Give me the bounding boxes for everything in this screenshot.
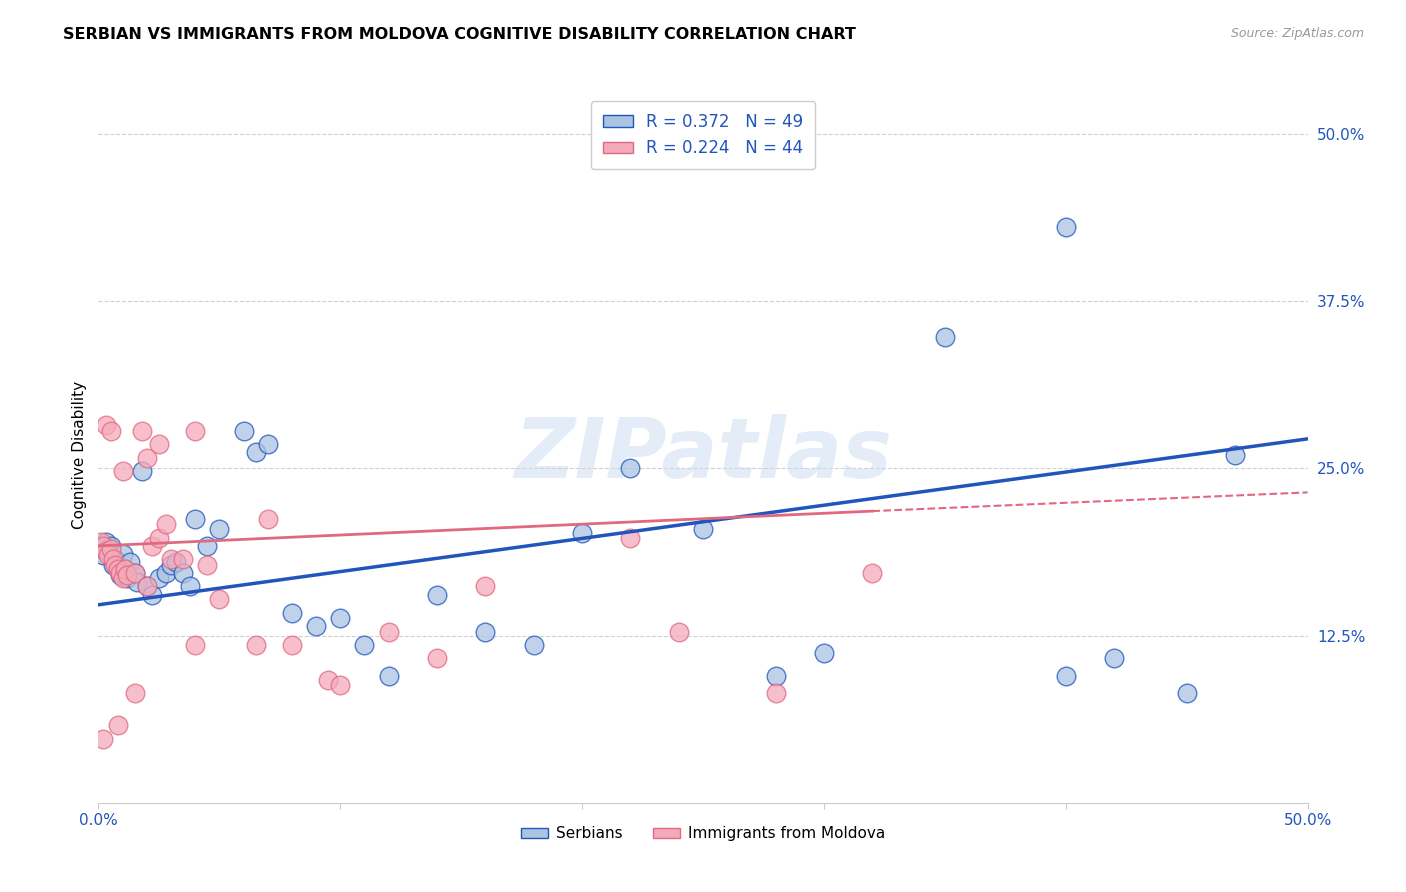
Point bbox=[195, 558, 218, 572]
Point bbox=[256, 512, 278, 526]
Point bbox=[184, 638, 207, 652]
Point bbox=[117, 571, 139, 585]
Point bbox=[124, 686, 146, 700]
Point bbox=[934, 330, 956, 344]
Point bbox=[131, 464, 153, 478]
Point bbox=[160, 558, 183, 572]
Point bbox=[426, 589, 449, 603]
Point bbox=[107, 562, 129, 576]
Point bbox=[281, 638, 304, 652]
Point bbox=[619, 461, 641, 475]
Point bbox=[148, 571, 170, 585]
Text: SERBIAN VS IMMIGRANTS FROM MOLDOVA COGNITIVE DISABILITY CORRELATION CHART: SERBIAN VS IMMIGRANTS FROM MOLDOVA COGNI… bbox=[63, 27, 856, 42]
Point bbox=[111, 547, 134, 561]
Point bbox=[94, 544, 117, 558]
Point bbox=[1102, 651, 1125, 665]
Point bbox=[107, 718, 129, 732]
Point bbox=[104, 552, 127, 566]
Point bbox=[114, 562, 136, 576]
Point bbox=[141, 539, 163, 553]
Point bbox=[765, 686, 787, 700]
Point bbox=[111, 571, 134, 585]
Point bbox=[111, 464, 134, 478]
Point bbox=[765, 669, 787, 683]
Point bbox=[97, 544, 120, 558]
Point bbox=[94, 534, 117, 549]
Point bbox=[184, 424, 207, 438]
Point bbox=[108, 568, 131, 582]
Point bbox=[426, 651, 449, 665]
Point bbox=[155, 517, 177, 532]
Point bbox=[245, 445, 267, 459]
Point bbox=[179, 579, 201, 593]
Text: ZIPatlas: ZIPatlas bbox=[515, 415, 891, 495]
Point bbox=[1054, 669, 1077, 683]
Point bbox=[131, 424, 153, 438]
Point bbox=[232, 424, 254, 438]
Point bbox=[281, 606, 304, 620]
Point bbox=[377, 624, 399, 639]
Point bbox=[141, 589, 163, 603]
Point bbox=[860, 566, 883, 580]
Point bbox=[100, 424, 122, 438]
Point bbox=[104, 558, 127, 572]
Point bbox=[668, 624, 690, 639]
Point bbox=[94, 418, 117, 433]
Point bbox=[245, 638, 267, 652]
Point bbox=[90, 534, 112, 549]
Point bbox=[208, 521, 231, 535]
Point bbox=[124, 566, 146, 580]
Point bbox=[91, 539, 114, 553]
Point bbox=[160, 552, 183, 566]
Point bbox=[1223, 448, 1246, 462]
Point bbox=[101, 558, 124, 572]
Point bbox=[474, 624, 496, 639]
Point bbox=[172, 552, 194, 566]
Point bbox=[571, 525, 593, 540]
Point bbox=[135, 450, 157, 465]
Point bbox=[329, 678, 352, 692]
Point bbox=[619, 531, 641, 545]
Point bbox=[474, 579, 496, 593]
Point bbox=[135, 579, 157, 593]
Point bbox=[305, 619, 328, 633]
Point bbox=[523, 638, 546, 652]
Text: Source: ZipAtlas.com: Source: ZipAtlas.com bbox=[1230, 27, 1364, 40]
Point bbox=[195, 539, 218, 553]
Point bbox=[377, 669, 399, 683]
Point bbox=[100, 541, 122, 556]
Point bbox=[117, 568, 139, 582]
Point bbox=[124, 566, 146, 580]
Point bbox=[172, 566, 194, 580]
Point bbox=[97, 548, 120, 563]
Point bbox=[100, 539, 122, 553]
Point bbox=[90, 541, 112, 556]
Point bbox=[101, 552, 124, 566]
Point bbox=[118, 555, 141, 569]
Point bbox=[91, 548, 114, 563]
Point bbox=[108, 566, 131, 580]
Point bbox=[329, 611, 352, 625]
Point bbox=[148, 437, 170, 451]
Point bbox=[256, 437, 278, 451]
Point bbox=[1054, 220, 1077, 235]
Point bbox=[91, 731, 114, 746]
Point bbox=[316, 673, 339, 687]
Point bbox=[208, 592, 231, 607]
Point bbox=[813, 646, 835, 660]
Point bbox=[692, 521, 714, 535]
Point bbox=[353, 638, 375, 652]
Point bbox=[135, 579, 157, 593]
Point bbox=[184, 512, 207, 526]
Point bbox=[114, 562, 136, 576]
Point bbox=[107, 562, 129, 576]
Point bbox=[1175, 686, 1198, 700]
Point bbox=[148, 531, 170, 545]
Point bbox=[127, 575, 149, 590]
Point bbox=[155, 566, 177, 580]
Y-axis label: Cognitive Disability: Cognitive Disability bbox=[72, 381, 87, 529]
Point bbox=[165, 555, 187, 569]
Legend: Serbians, Immigrants from Moldova: Serbians, Immigrants from Moldova bbox=[515, 820, 891, 847]
